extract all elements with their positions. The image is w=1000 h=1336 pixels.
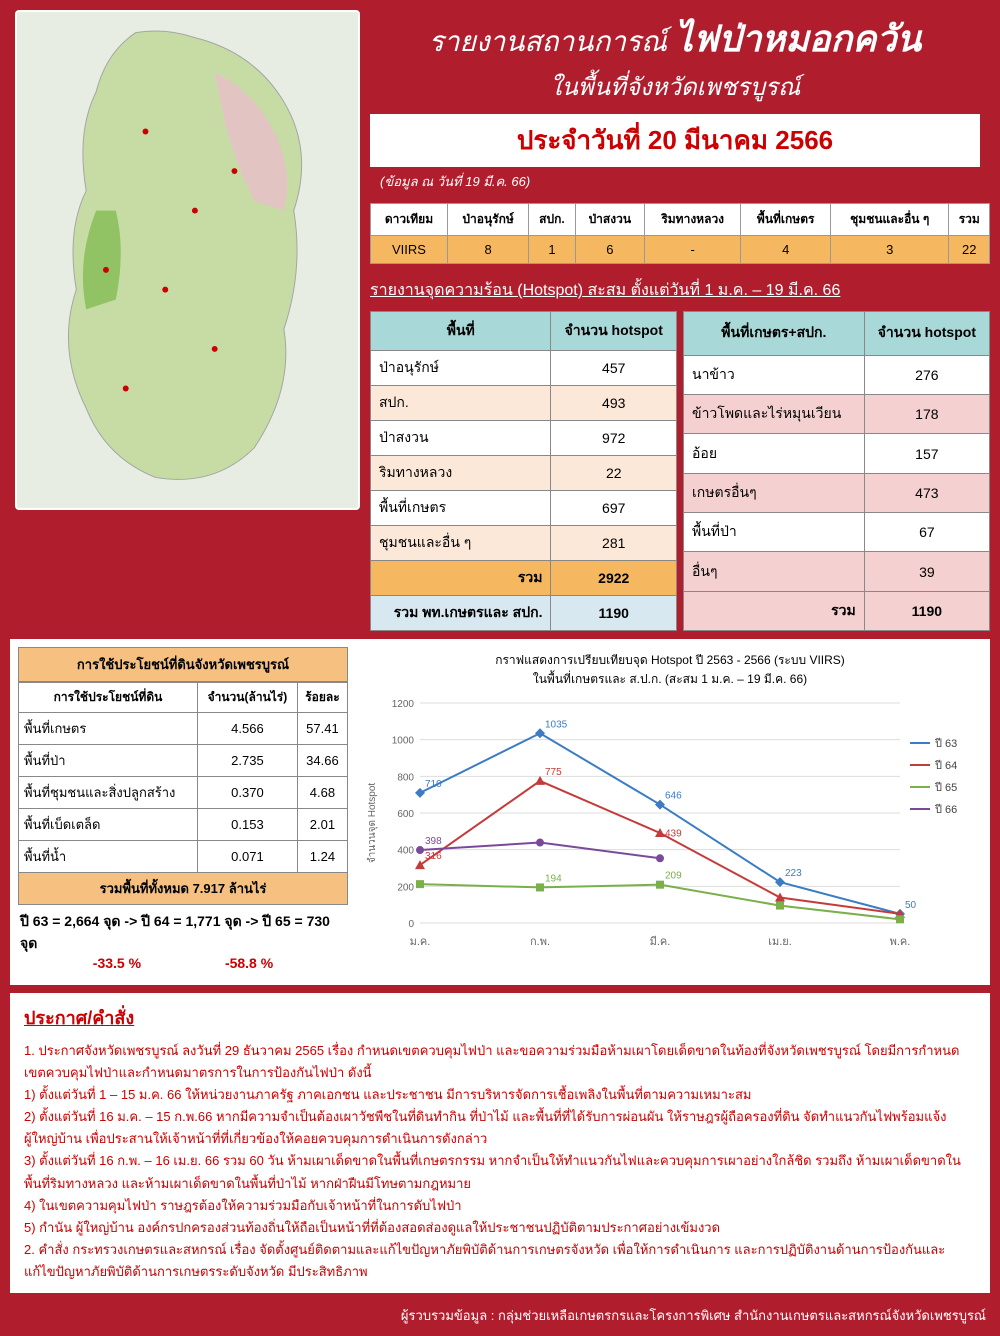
satellite-table: ดาวเทียมป่าอนุรักษ์สปก.ป่าสงวนริมทางหลวง… — [370, 203, 990, 264]
svg-text:ม.ค.: ม.ค. — [410, 936, 431, 948]
svg-text:316: 316 — [425, 851, 442, 862]
svg-text:439: 439 — [665, 829, 682, 840]
svg-text:400: 400 — [397, 846, 414, 857]
hotspot-agri-table: พื้นที่เกษตร+สปก.จำนวน hotspotนาข้าว276ข… — [683, 311, 990, 631]
land-table-title: การใช้ประโยชน์ที่ดินจังหวัดเพชรบูรณ์ — [18, 647, 348, 682]
hotspot-line-chart: 0 200 400 600 800 1000 1200 ม.ค. ก.พ. มี.ค. เม.ย. พ… — [358, 693, 982, 953]
chart-title: กราฟแสดงการเปรียบเทียบจุด Hotspot ปี 256… — [358, 647, 982, 693]
svg-text:223: 223 — [785, 868, 802, 879]
svg-text:50: 50 — [905, 900, 917, 911]
svg-text:775: 775 — [545, 767, 562, 778]
svg-text:เม.ย.: เม.ย. — [768, 936, 792, 948]
svg-text:พ.ค.: พ.ค. — [890, 936, 911, 948]
svg-text:1035: 1035 — [545, 719, 568, 730]
svg-text:ปี 66: ปี 66 — [934, 803, 957, 816]
svg-text:ปี 65: ปี 65 — [934, 781, 957, 794]
svg-text:มี.ค.: มี.ค. — [650, 935, 671, 948]
svg-text:710: 710 — [425, 779, 442, 790]
svg-text:ปี 63: ปี 63 — [934, 737, 957, 750]
footer-credit: ผู้รวบรวมข้อมูล : กลุ่มช่วยเหลือเกษตรกรแ… — [0, 1301, 1000, 1336]
svg-text:200: 200 — [397, 882, 414, 893]
svg-text:0: 0 — [408, 919, 414, 930]
announcements: ประกาศ/คำสั่ง 1. ประกาศจังหวัดเพชรบูรณ์ … — [10, 993, 990, 1293]
trend-summary: ปี 63 = 2,664 จุด -> ปี 64 = 1,771 จุด -… — [18, 905, 348, 977]
main-title: รายงานสถานการณ์ ไฟป่าหมอกควัน — [370, 10, 980, 67]
svg-text:194: 194 — [545, 873, 562, 884]
hotspot-area-table: พื้นที่จำนวน hotspotป่าอนุรักษ์457สปก.49… — [370, 311, 677, 631]
svg-text:398: 398 — [425, 836, 442, 847]
svg-text:600: 600 — [397, 809, 414, 820]
svg-text:1000: 1000 — [392, 736, 415, 747]
svg-text:209: 209 — [665, 871, 682, 882]
svg-text:จำนวนจุด Hotspot: จำนวนจุด Hotspot — [367, 783, 378, 864]
svg-text:800: 800 — [397, 772, 414, 783]
svg-text:646: 646 — [665, 791, 682, 802]
date-note: (ข้อมูล ณ วันที่ 19 มี.ค. 66) — [370, 171, 980, 192]
subtitle: ในพื้นที่จังหวัดเพชรบูรณ์ — [370, 67, 980, 106]
svg-text:ก.พ.: ก.พ. — [530, 936, 550, 948]
land-use-table: การใช้ประโยชน์ที่ดินจำนวน(ล้านไร่)ร้อยละ… — [18, 682, 348, 905]
date-banner: ประจำวันที่ 20 มีนาคม 2566 — [370, 114, 980, 167]
svg-text:1200: 1200 — [392, 699, 415, 710]
province-map — [15, 10, 360, 510]
svg-text:ปี 64: ปี 64 — [934, 759, 957, 772]
announce-title: ประกาศ/คำสั่ง — [24, 1003, 976, 1032]
